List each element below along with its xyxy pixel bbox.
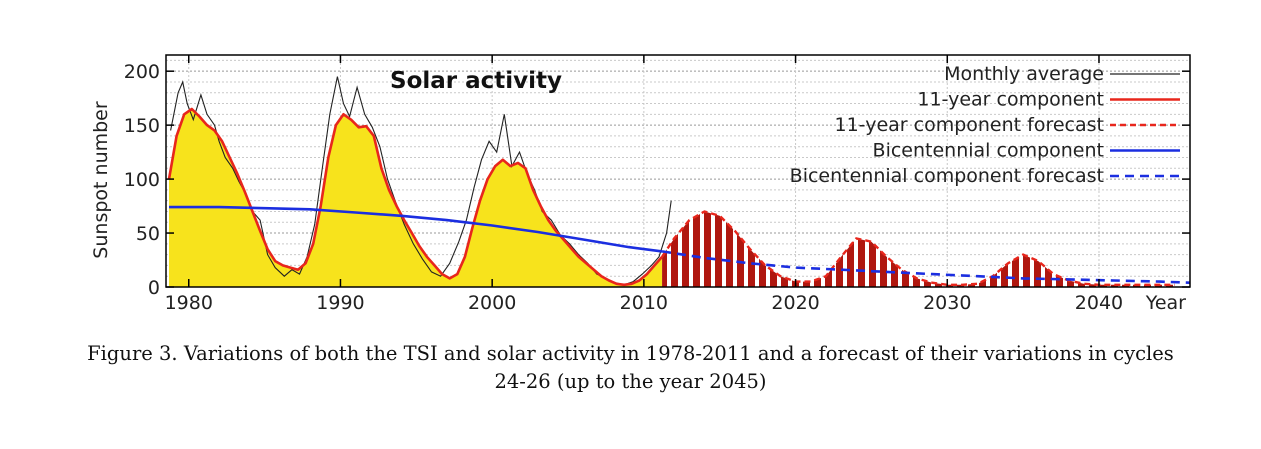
legend-label: Monthly average — [944, 63, 1104, 85]
x-tick-label: 2040 — [1075, 292, 1123, 314]
solar-activity-chart: 0 50 100 150 200 1980 1990 2000 2010 2020 2030 2040… — [90, 54, 1191, 314]
x-axis-title: Year — [1145, 292, 1186, 314]
forecast-activity-area — [662, 211, 1175, 287]
x-tick-label: 1990 — [316, 292, 364, 314]
caption-line-2: 24-26 (up to the year 2045) — [494, 370, 767, 393]
legend-label: 11-year component forecast — [835, 114, 1105, 136]
observed-activity-area — [169, 109, 663, 287]
x-tick-label: 2000 — [468, 292, 516, 314]
legend-label: 11-year component — [917, 89, 1104, 111]
y-tick-label: 50 — [136, 223, 160, 245]
y-tick-label: 150 — [124, 115, 160, 137]
series-layer — [167, 76, 1190, 287]
caption-line-1: Figure 3. Variations of both the TSI and… — [87, 342, 1174, 365]
x-tick-label: 2020 — [771, 292, 819, 314]
series-bicentennial-forecast — [661, 250, 1190, 284]
y-tick-label: 200 — [124, 61, 160, 83]
y-tick-label: 0 — [148, 277, 160, 299]
x-tick-label: 2030 — [923, 292, 971, 314]
y-axis-title: Sunspot number — [90, 101, 112, 259]
plot-frame — [165, 54, 1191, 288]
figure-caption: Figure 3. Variations of both the TSI and… — [20, 340, 1241, 396]
series-11-year-forecast — [661, 210, 1175, 286]
axes: 0 50 100 150 200 1980 1990 2000 2010 2020 2030 2040 — [124, 55, 1190, 314]
x-tick-label: 1980 — [165, 292, 213, 314]
legend-label: Bicentennial component forecast — [790, 165, 1104, 187]
series-bicentennial-component — [169, 205, 663, 253]
x-tick-label: 2010 — [620, 292, 668, 314]
legend-label: Bicentennial component — [873, 140, 1104, 162]
y-tick-label: 100 — [124, 169, 160, 191]
legend: Monthly average 11-year component 11-year … — [790, 63, 1180, 187]
chart-title: Solar activity — [390, 68, 562, 94]
